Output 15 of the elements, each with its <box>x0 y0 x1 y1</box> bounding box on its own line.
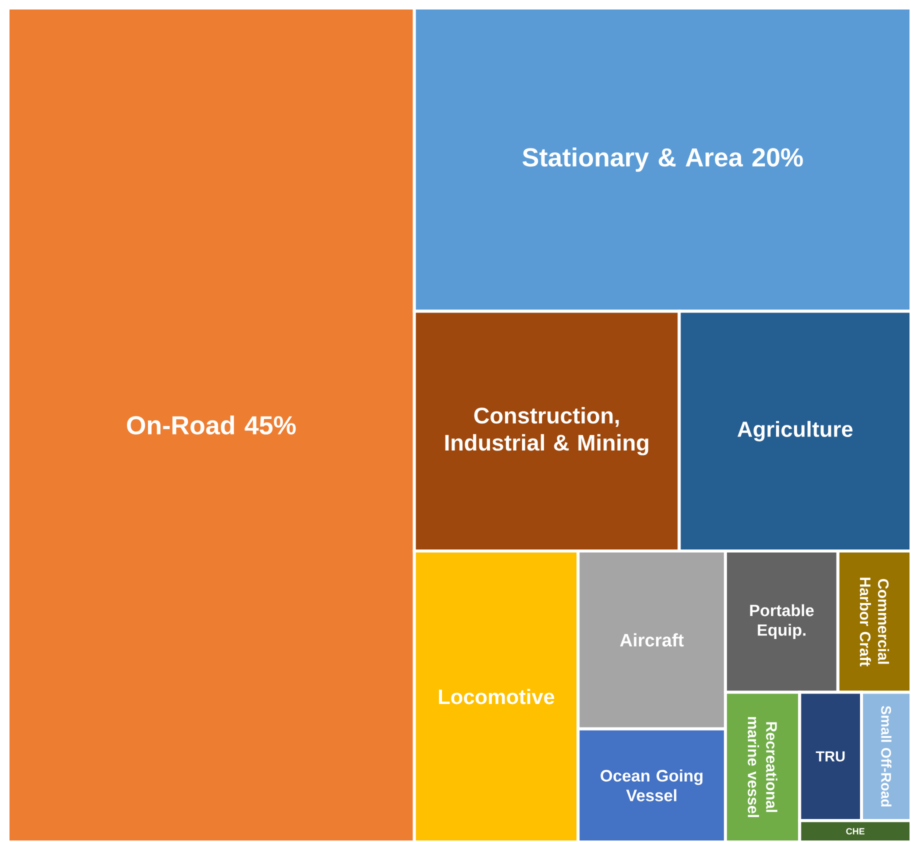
category-label: Agriculture <box>738 420 853 442</box>
data-label: 45% <box>244 416 296 435</box>
category-label: Portable Equip. <box>750 604 814 640</box>
category-label: Aircraft <box>620 633 684 647</box>
category-label: TRU <box>816 751 845 762</box>
category-label: Recreational marine vessel <box>748 717 778 818</box>
category-label: Stationary & Area <box>522 148 743 172</box>
category-label: Construction, Industrial & Mining <box>445 407 648 456</box>
category-label: On-Road <box>127 415 234 435</box>
data-label: 20% <box>752 148 803 167</box>
category-label: CHE <box>846 828 864 834</box>
category-label: Locomotive <box>438 688 554 704</box>
category-label: Small Off-Road <box>881 706 892 806</box>
category-label: Commercial Harbor Craft <box>860 578 890 666</box>
category-label: Ocean Going Vessel <box>600 770 702 802</box>
